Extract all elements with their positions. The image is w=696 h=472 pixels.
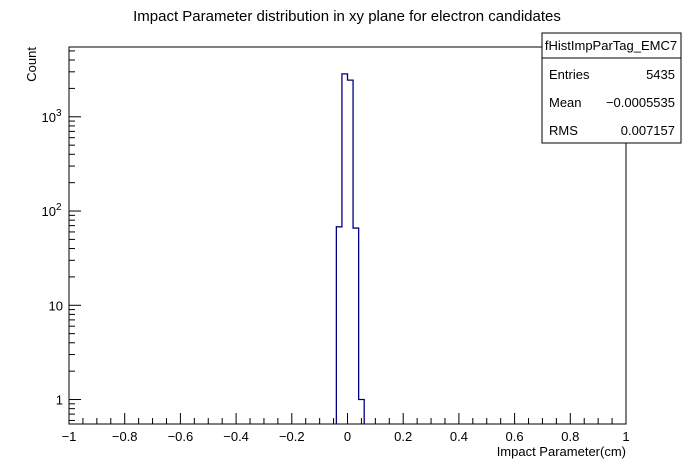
y-tick-label: 10 <box>42 110 56 125</box>
x-tick-label: 0.2 <box>394 429 412 444</box>
x-tick-label: −0.6 <box>168 429 194 444</box>
histogram-bin <box>336 227 342 424</box>
y-tick-label: 10 <box>49 298 63 313</box>
y-axis-title: Count <box>24 47 39 82</box>
histogram-bin <box>348 80 354 424</box>
chart-title: Impact Parameter distribution in xy plan… <box>133 8 561 25</box>
y-tick-exponent: 2 <box>56 202 62 213</box>
x-tick-label: 0.6 <box>506 429 524 444</box>
x-tick-label: 0 <box>344 429 351 444</box>
y-tick-exponent: 3 <box>56 108 62 119</box>
x-tick-label: 0.4 <box>450 429 468 444</box>
x-axis-title: Impact Parameter(cm) <box>497 444 626 459</box>
histogram-bin <box>342 74 348 424</box>
y-tick-label: 1 <box>56 393 63 408</box>
x-tick-label: −0.8 <box>112 429 138 444</box>
stats-box-name: fHistImpParTag_EMC7 <box>545 38 677 53</box>
stats-box-frame <box>541 32 682 144</box>
x-tick-label: −1 <box>62 429 77 444</box>
stats-rms-label: RMS <box>549 123 578 138</box>
x-axis: −1 −0.8 −0.6 −0.4 −0.2 0 0.2 0.4 0.6 0.8 1 <box>62 413 630 444</box>
stats-mean-value: −0.0005535 <box>606 95 675 110</box>
x-tick-label: −0.2 <box>279 429 305 444</box>
histogram-bin <box>353 228 359 424</box>
stats-entries-value: 5435 <box>646 67 675 82</box>
x-tick-label: 1 <box>622 429 629 444</box>
stats-mean-label: Mean <box>549 95 582 110</box>
stats-box: fHistImpParTag_EMC7 Entries 5435 Mean −0… <box>541 32 682 144</box>
x-tick-label: −0.4 <box>223 429 249 444</box>
y-tick-label: 10 <box>42 204 56 219</box>
stats-entries-label: Entries <box>549 67 590 82</box>
histogram-outline <box>335 73 365 424</box>
x-tick-label: 0.8 <box>561 429 579 444</box>
stats-rms-value: 0.007157 <box>621 123 675 138</box>
histogram-bars <box>335 73 365 424</box>
